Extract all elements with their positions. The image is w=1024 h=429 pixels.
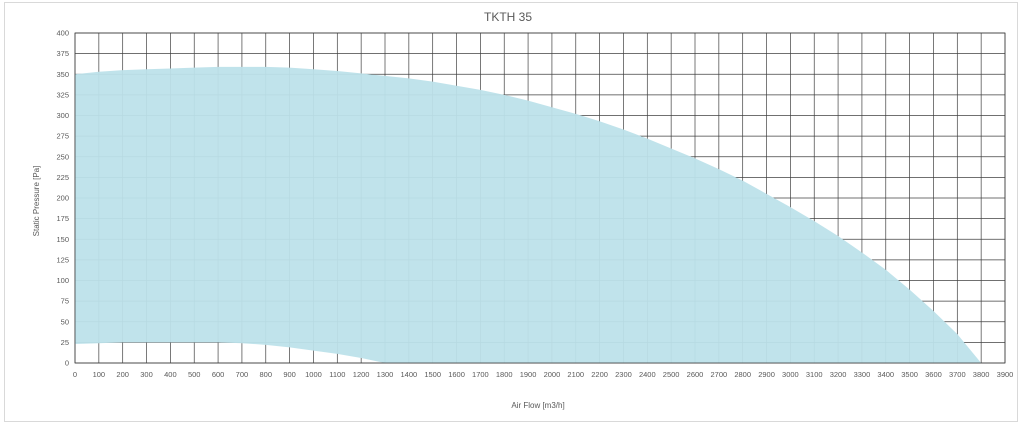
- x-tick-label: 0: [73, 370, 77, 379]
- x-tick-label: 2600: [687, 370, 704, 379]
- x-tick-label: 200: [116, 370, 129, 379]
- x-tick-label: 1200: [353, 370, 370, 379]
- y-tick-label: 75: [61, 297, 69, 306]
- plot-border-layer: [74, 32, 1006, 364]
- x-tick-label: 600: [212, 370, 225, 379]
- x-tick-label: 3500: [901, 370, 918, 379]
- x-tick-label: 2500: [663, 370, 680, 379]
- y-tick-label: 175: [56, 214, 69, 223]
- chart-title: TKTH 35: [484, 10, 532, 24]
- x-tick-label: 1700: [472, 370, 489, 379]
- x-tick-label: 300: [140, 370, 153, 379]
- x-tick-label: 2800: [734, 370, 751, 379]
- x-tick-label: 2200: [591, 370, 608, 379]
- chart-svg: TKTH 35 0 100 200 300 400 500 600 700 800 900 1000…: [32, 10, 1013, 410]
- y-tick-label: 200: [56, 194, 69, 203]
- x-tick-label: 3600: [925, 370, 942, 379]
- x-tick-label: 1800: [496, 370, 513, 379]
- x-tick-label: 800: [260, 370, 273, 379]
- y-tick-label: 225: [56, 173, 69, 182]
- operating-range-area: [75, 66, 982, 363]
- x-tick-labels: 0 100 200 300 400 500 600 700 800 900 1000 1100 1200…: [73, 370, 1013, 379]
- x-tick-label: 1600: [448, 370, 465, 379]
- x-tick-label: 2100: [567, 370, 584, 379]
- x-tick-label: 3900: [997, 370, 1014, 379]
- y-tick-label: 400: [56, 29, 69, 38]
- x-axis-title: Air Flow [m3/h]: [511, 401, 564, 410]
- y-tick-label: 275: [56, 132, 69, 141]
- x-tick-label: 1000: [305, 370, 322, 379]
- x-tick-label: 2300: [615, 370, 632, 379]
- x-tick-label: 700: [236, 370, 249, 379]
- y-tick-label: 325: [56, 90, 69, 99]
- y-tick-label: 150: [56, 235, 69, 244]
- x-tick-label: 3200: [830, 370, 847, 379]
- x-tick-label: 100: [93, 370, 106, 379]
- x-tick-label: 3700: [949, 370, 966, 379]
- x-tick-label: 3800: [973, 370, 990, 379]
- y-tick-label: 100: [56, 276, 69, 285]
- y-tick-label: 375: [56, 49, 69, 58]
- x-tick-label: 1500: [424, 370, 441, 379]
- plot-border: [74, 32, 1006, 364]
- x-tick-label: 1100: [329, 370, 345, 379]
- x-tick-label: 1300: [377, 370, 394, 379]
- y-tick-label: 350: [56, 70, 69, 79]
- x-tick-label: 1400: [401, 370, 418, 379]
- y-tick-label: 0: [65, 359, 69, 368]
- area-layer: [75, 66, 982, 363]
- x-tick-label: 2700: [711, 370, 728, 379]
- y-tick-label: 300: [56, 111, 69, 120]
- y-tick-label: 250: [56, 152, 69, 161]
- y-tick-label: 125: [56, 255, 69, 264]
- y-tick-label: 25: [61, 338, 69, 347]
- x-tick-label: 400: [164, 370, 177, 379]
- x-tick-label: 3400: [877, 370, 894, 379]
- x-tick-label: 3300: [854, 370, 871, 379]
- x-tick-label: 2000: [544, 370, 561, 379]
- y-tick-label: 50: [61, 317, 69, 326]
- x-tick-label: 500: [188, 370, 201, 379]
- x-tick-label: 2900: [758, 370, 775, 379]
- x-tick-label: 3000: [782, 370, 799, 379]
- chart-frame: TKTH 35 0 100 200 300 400 500 600 700 800 900 1000…: [4, 2, 1018, 422]
- x-tick-label: 1900: [520, 370, 537, 379]
- x-tick-label: 900: [283, 370, 296, 379]
- x-tick-label: 2400: [639, 370, 656, 379]
- x-tick-label: 3100: [806, 370, 823, 379]
- y-tick-labels: 0 25 50 75 100 125 150 175 200 225 250 275 300 325 350…: [56, 29, 69, 368]
- y-axis-title: Static Pressure [Pa]: [32, 166, 41, 237]
